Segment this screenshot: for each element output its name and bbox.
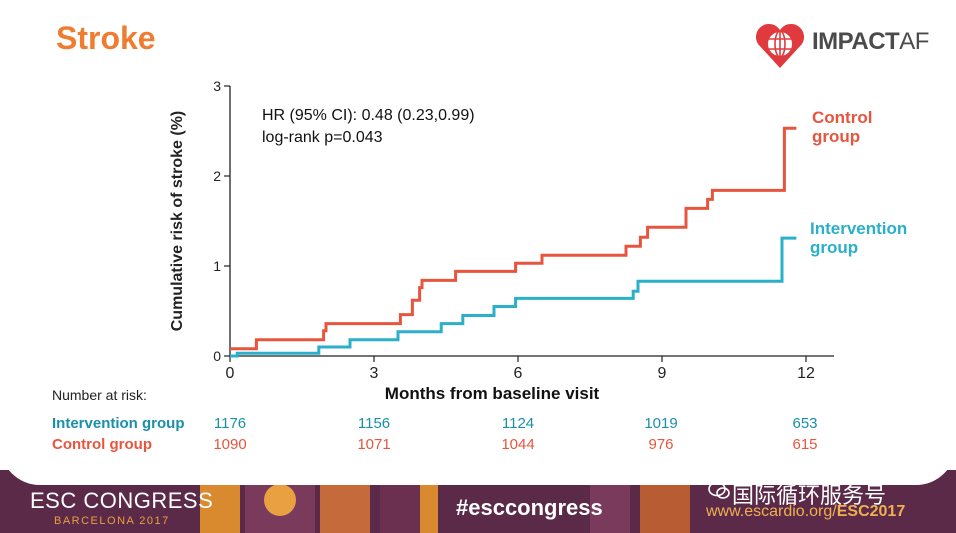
risk-value: 976 (648, 436, 674, 453)
risk-value: 1019 (644, 415, 678, 432)
x-tick-label: 3 (370, 365, 379, 382)
risk-value: 1071 (357, 436, 391, 453)
impact-af-logo: IMPACTAF (752, 18, 942, 70)
risk-value: 1044 (501, 436, 535, 453)
chart-labels: Months from baseline visit Cumulative ris… (169, 107, 907, 403)
esc-congress-label: ESC CONGRESS (30, 488, 214, 513)
logo-text: IMPACTAF (812, 28, 929, 56)
risk-value: 1156 (357, 415, 391, 432)
risk-row-label: Control group (52, 436, 152, 453)
x-axis-label: Months from baseline visit (385, 384, 600, 403)
x-tick-label: 9 (658, 365, 667, 382)
risk-row-label: Intervention group (52, 415, 185, 432)
series-label: Intervention (810, 219, 907, 238)
url-prefix: www.escardio.org/ (706, 503, 837, 520)
y-tick-label: 0 (213, 348, 221, 364)
globe-heart-icon (755, 23, 805, 68)
x-tick-label: 12 (797, 365, 815, 382)
y-tick-label: 2 (213, 168, 221, 184)
chart-series (230, 126, 797, 358)
y-tick-label: 3 (213, 78, 221, 94)
esc-url[interactable]: www.escardio.org/ESC2017 (706, 503, 905, 521)
wechat-watermark: 国际循环服务号 (732, 484, 887, 509)
series-label: group (810, 238, 858, 257)
url-bold: ESC2017 (836, 503, 906, 520)
series-line-intervention (230, 236, 797, 358)
slide-card (0, 0, 956, 485)
x-tick-label: 0 (226, 365, 235, 382)
series-label: Control (812, 108, 872, 127)
esc-city-label: BARCELONA 2017 (54, 515, 170, 527)
risk-value: 653 (792, 415, 818, 432)
x-tick-label: 6 (514, 365, 523, 382)
series-label: group (812, 127, 860, 146)
chart-annotation: HR (95% CI): 0.48 (0.23,0.99) (262, 107, 475, 124)
chart-annotation: log-rank p=0.043 (262, 129, 383, 146)
risk-value: 615 (792, 436, 818, 453)
hashtag-label: #esccongress (456, 495, 603, 520)
risk-value: 1124 (501, 415, 535, 432)
y-axis-label: Cumulative risk of stroke (%) (169, 111, 186, 332)
risk-value: 1176 (213, 415, 247, 432)
series-line-control (230, 126, 797, 351)
logo-suffix: AF (899, 28, 929, 55)
slide-title: Stroke (56, 20, 156, 56)
logo-name: IMPACT (812, 28, 900, 55)
number-at-risk-heading: Number at risk: (52, 387, 147, 403)
risk-value: 1090 (213, 436, 247, 453)
wechat-icon (708, 481, 730, 499)
y-tick-label: 1 (213, 258, 221, 274)
